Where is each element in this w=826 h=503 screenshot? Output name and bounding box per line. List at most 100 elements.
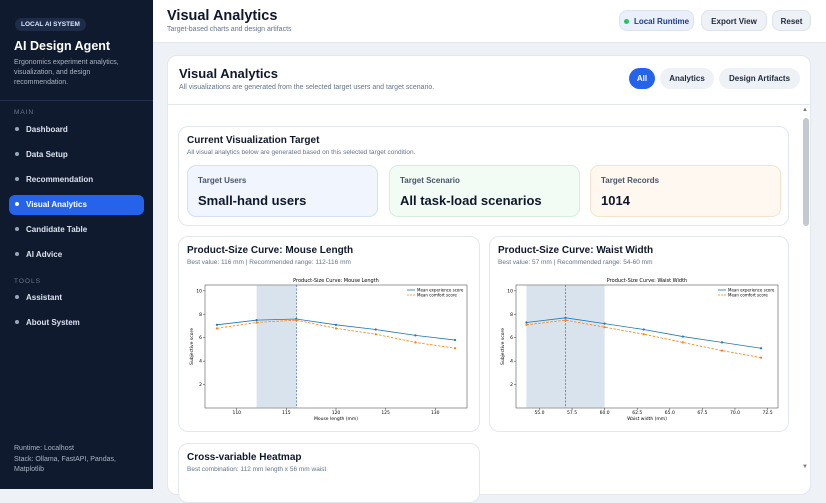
data-point — [374, 328, 377, 331]
recommended-range — [256, 285, 297, 408]
data-point — [642, 333, 645, 336]
data-point — [525, 321, 528, 324]
divider — [0, 100, 153, 101]
x-axis-label: Mouse length (mm) — [314, 416, 358, 422]
data-point — [720, 341, 724, 344]
page-title: Visual Analytics — [167, 8, 278, 24]
data-point — [255, 321, 258, 324]
nav-item[interactable]: Recommendation — [9, 170, 144, 190]
nav-item[interactable]: Data Setup — [9, 145, 144, 165]
stack-info: Stack: Ollama, FastAPI, Pandas, Matplotl… — [14, 456, 116, 473]
app-description: Ergonomics experiment analytics, visuali… — [14, 59, 119, 86]
x-tick-label: 55.0 — [534, 410, 544, 416]
scroll-down[interactable]: ▼ — [802, 464, 808, 470]
button-label: Local Runtime — [633, 17, 690, 26]
nav-item[interactable]: AI Advice — [9, 245, 144, 265]
section-label: TOOLS — [14, 278, 41, 285]
x-tick-label: 70.0 — [730, 410, 740, 416]
data-point — [759, 356, 763, 359]
x-axis-label: Waist width (mm) — [627, 416, 667, 422]
data-point — [603, 322, 606, 325]
tab[interactable]: Analytics — [660, 68, 714, 89]
button-label: Export View — [711, 17, 757, 26]
y-tick-label: 6 — [199, 335, 202, 341]
data-point — [642, 328, 645, 331]
tab[interactable]: Design Artifacts — [719, 68, 800, 89]
legend-label: Mean comfort score — [728, 293, 768, 298]
y-tick-label: 8 — [199, 312, 202, 318]
card-value: 1014 — [601, 193, 630, 208]
target-users: Target Users Small-hand users — [187, 165, 378, 217]
data-point — [215, 323, 219, 326]
runtime-info: Runtime: Localhost — [14, 445, 74, 452]
y-tick-label: 8 — [510, 312, 513, 318]
runtime-button[interactable]: Local Runtime — [619, 10, 694, 31]
nav-item[interactable]: Assistant — [9, 288, 144, 308]
section-label: MAIN — [14, 109, 35, 116]
sidebar: LOCAL AI SYSTEM AI Design Agent Ergonomi… — [0, 0, 153, 489]
y-tick-label: 2 — [199, 382, 202, 388]
data-point — [215, 327, 219, 330]
card-label: Target Records — [601, 176, 660, 185]
chart-card-title: Product-Size Curve: Waist Width — [498, 245, 654, 256]
data-point — [414, 334, 417, 337]
card-label: Target Users — [198, 176, 247, 185]
tab-label: All — [636, 74, 648, 83]
tab-label: Design Artifacts — [728, 74, 791, 83]
nav-label: Dashboard — [26, 125, 68, 134]
card-value: All task-load scenarios — [400, 193, 542, 208]
chart-title: Product-Size Curve: Mouse Length — [293, 278, 379, 284]
nav-label: Data Setup — [26, 150, 68, 159]
x-tick-label: 57.5 — [567, 410, 577, 416]
x-tick-label: 67.5 — [697, 410, 707, 416]
scroll-up[interactable]: ▲ — [802, 107, 808, 113]
x-tick-label: 130 — [431, 410, 440, 416]
legend-label: Mean experience score — [728, 288, 775, 293]
nav-item-active[interactable]: Visual Analytics — [9, 195, 144, 215]
data-point — [720, 349, 724, 352]
panel-title: Visual Analytics — [179, 66, 278, 81]
chart-title: Product-Size Curve: Waist Width — [607, 278, 687, 284]
y-axis-label: Subjective score — [500, 328, 506, 365]
heatmap-subtitle: Best combination: 112 mm length x 56 mm … — [187, 466, 327, 473]
card-value: Small-hand users — [198, 193, 307, 208]
data-point — [603, 326, 606, 329]
tab-active[interactable]: All — [629, 68, 655, 89]
nav-item[interactable]: Dashboard — [9, 120, 144, 140]
data-point — [334, 323, 338, 326]
x-tick-label: 125 — [381, 410, 390, 416]
data-point — [681, 335, 684, 338]
heatmap-title: Cross-variable Heatmap — [187, 452, 302, 463]
nav-item[interactable]: Candidate Table — [9, 220, 144, 240]
x-tick-label: 60.0 — [600, 410, 610, 416]
data-point — [374, 333, 377, 336]
y-tick-label: 4 — [510, 359, 513, 365]
data-point — [334, 327, 338, 330]
y-tick-label: 4 — [199, 359, 202, 365]
legend-label: Mean experience score — [417, 288, 464, 293]
chart: Product-Size Curve: Waist Width Waist wid… — [500, 278, 779, 422]
x-tick-label: 65.0 — [665, 410, 675, 416]
x-tick-label: 62.5 — [632, 410, 642, 416]
scrollbar-thumb[interactable] — [803, 118, 809, 226]
button-label: Reset — [780, 17, 803, 26]
x-tick-label: 72.5 — [763, 410, 773, 416]
data-point — [525, 323, 528, 326]
data-point — [681, 341, 684, 344]
tab-label: Analytics — [669, 74, 705, 83]
y-tick-label: 2 — [510, 382, 513, 388]
plot-area — [515, 284, 779, 409]
reset-button[interactable]: Reset — [772, 10, 811, 31]
nav-item[interactable]: About System — [9, 313, 144, 333]
target-subtitle: All visual analytics below are generated… — [187, 149, 416, 156]
badge: LOCAL AI SYSTEM — [15, 18, 86, 31]
data-point — [564, 319, 567, 322]
page-subtitle: Target-based charts and design artifacts — [167, 26, 292, 33]
nav-label: Candidate Table — [26, 225, 88, 234]
chart-card-title: Product-Size Curve: Mouse Length — [187, 245, 354, 256]
export-button[interactable]: Export View — [701, 10, 767, 31]
y-tick-label: 6 — [510, 335, 513, 341]
target-scenario: Target Scenario All task-load scenarios — [389, 165, 580, 217]
divider — [168, 104, 810, 105]
y-axis-label: Subjective score — [189, 328, 195, 365]
